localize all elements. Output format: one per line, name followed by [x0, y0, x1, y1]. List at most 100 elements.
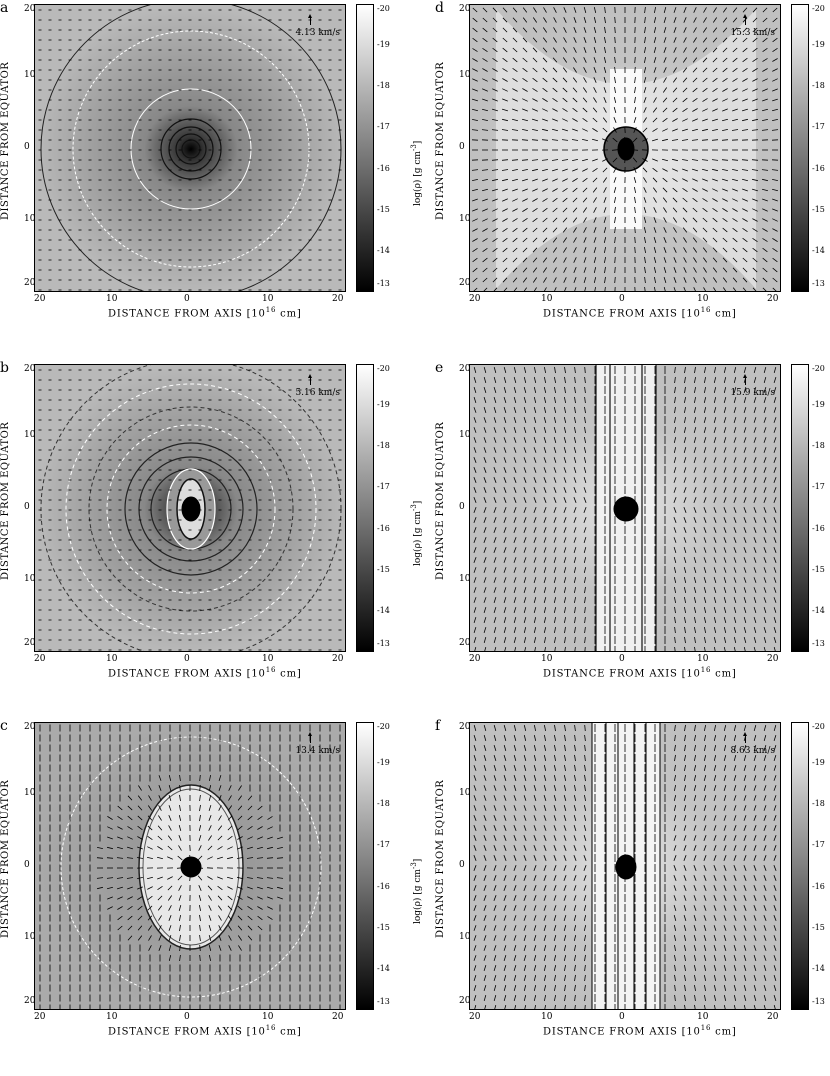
- colorbar-unit-exponent: -3: [410, 504, 418, 511]
- colorbar-unit-exponent: -3: [410, 862, 418, 869]
- x-axis-unit-exponent: 16: [701, 306, 712, 314]
- colorbar-tick-label: -15: [377, 565, 390, 574]
- colorbar-tick-label: -14: [377, 606, 390, 615]
- colorbar: [791, 4, 809, 292]
- colorbar-tick-label: -19: [377, 758, 390, 767]
- colorbar-tick-label: -20: [377, 722, 390, 731]
- x-axis-title: DISTANCE FROM AXIS: [108, 308, 247, 319]
- colorbar-tick-label: -20: [812, 4, 825, 13]
- x-tick-label: 20: [332, 654, 343, 664]
- y-tick-label: 10: [24, 70, 35, 80]
- x-axis-label: DISTANCE FROM AXIS [1016 cm]: [543, 666, 737, 679]
- y-axis-label: DISTANCE FROM EQUATOR: [435, 62, 446, 220]
- y-tick-label: 20: [24, 638, 35, 648]
- plot-area: [34, 364, 346, 652]
- colorbar-tick-label: -19: [377, 40, 390, 49]
- x-tick-label: 20: [34, 654, 45, 664]
- colorbar: [356, 4, 374, 292]
- velocity-scale-arrow-icon: [310, 376, 311, 385]
- colorbar-unit-exponent: -3: [410, 144, 418, 151]
- x-axis-title: DISTANCE FROM AXIS: [108, 1026, 247, 1037]
- panel-letter: b: [0, 360, 9, 376]
- colorbar-tick-label: -17: [812, 122, 825, 131]
- colorbar-tick-label: -13: [377, 639, 390, 648]
- colorbar-tick-label: -19: [812, 400, 825, 409]
- x-tick-label: 0: [184, 1012, 190, 1022]
- y-tick-label: 20: [24, 722, 35, 732]
- plot-area: [34, 4, 346, 292]
- y-tick-label: 10: [24, 788, 35, 798]
- x-axis-unit-suffix: cm]: [711, 308, 736, 319]
- colorbar-tick-label: -14: [377, 964, 390, 973]
- y-tick-label: 10: [24, 932, 35, 942]
- colorbar-tick-label: -15: [377, 205, 390, 214]
- x-axis-unit: [10: [682, 668, 701, 679]
- velocity-scale-arrow-icon: [310, 734, 311, 743]
- x-axis-label: DISTANCE FROM AXIS [1016 cm]: [108, 666, 302, 679]
- velocity-scale-label: 15.3 km/s: [711, 28, 775, 38]
- x-tick-label: 20: [34, 294, 45, 304]
- colorbar-tick-label: -13: [377, 279, 390, 288]
- colorbar-tick-label: -14: [812, 246, 825, 255]
- x-tick-label: 20: [767, 654, 778, 664]
- colorbar-tick-label: -15: [812, 565, 825, 574]
- x-tick-label: 10: [541, 294, 552, 304]
- x-tick-label: 20: [34, 1012, 45, 1022]
- x-axis-label: DISTANCE FROM AXIS [1016 cm]: [543, 306, 737, 319]
- y-tick-label: 20: [459, 638, 470, 648]
- colorbar: [356, 722, 374, 1010]
- colorbar-unit-suffix: ]: [413, 141, 423, 145]
- core: [614, 497, 638, 521]
- colorbar-label: log(ρ) [g cm-3]: [410, 859, 423, 924]
- colorbar-unit-suffix: ]: [413, 859, 423, 863]
- plot-area: [34, 722, 346, 1010]
- panel-letter: a: [0, 0, 8, 16]
- x-axis-unit: [10: [247, 1026, 266, 1037]
- colorbar-tick-label: -13: [812, 639, 825, 648]
- colorbar-title: log(ρ) [g cm: [413, 869, 423, 924]
- colorbar-tick-label: -16: [812, 524, 825, 533]
- velocity-scale-label: 4.13 km/s: [276, 28, 340, 38]
- x-axis-title: DISTANCE FROM AXIS: [543, 668, 682, 679]
- x-tick-label: 10: [106, 1012, 117, 1022]
- velocity-scale-label: 13.4 km/s: [276, 746, 340, 756]
- x-axis-title: DISTANCE FROM AXIS: [108, 668, 247, 679]
- velocity-scale-arrow-icon: [310, 16, 311, 25]
- plot-area: [469, 722, 781, 1010]
- core: [616, 855, 636, 879]
- colorbar-tick-label: -16: [812, 164, 825, 173]
- colorbar-tick-label: -14: [377, 246, 390, 255]
- colorbar-title: log(ρ) [g cm: [413, 151, 423, 206]
- x-axis-unit-exponent: 16: [266, 1024, 277, 1032]
- colorbar-tick-label: -16: [377, 164, 390, 173]
- density-map: [35, 5, 346, 292]
- x-axis-unit-suffix: cm]: [276, 1026, 301, 1037]
- y-tick-label: 20: [459, 278, 470, 288]
- colorbar-unit-suffix: ]: [413, 501, 423, 505]
- x-axis-unit: [10: [247, 668, 266, 679]
- y-tick-label: 20: [24, 364, 35, 374]
- x-axis-unit-exponent: 16: [701, 666, 712, 674]
- x-tick-label: 10: [541, 654, 552, 664]
- colorbar-tick-label: -18: [377, 799, 390, 808]
- x-tick-label: 0: [619, 654, 625, 664]
- x-tick-label: 10: [106, 294, 117, 304]
- colorbar-tick-label: -18: [812, 441, 825, 450]
- y-tick-label: 10: [24, 430, 35, 440]
- colorbar-label: log(ρ) [g cm-3]: [410, 501, 423, 566]
- colorbar-tick-label: -17: [377, 840, 390, 849]
- x-tick-label: 20: [332, 1012, 343, 1022]
- x-axis-unit-suffix: cm]: [276, 668, 301, 679]
- y-axis-label: DISTANCE FROM EQUATOR: [0, 62, 11, 220]
- y-axis-label: DISTANCE FROM EQUATOR: [0, 422, 11, 580]
- colorbar-tick-label: -20: [812, 364, 825, 373]
- x-axis-label: DISTANCE FROM AXIS [1016 cm]: [108, 1024, 302, 1037]
- y-tick-label: 0: [24, 860, 30, 870]
- y-tick-label: 20: [459, 4, 470, 14]
- x-axis-unit: [10: [247, 308, 266, 319]
